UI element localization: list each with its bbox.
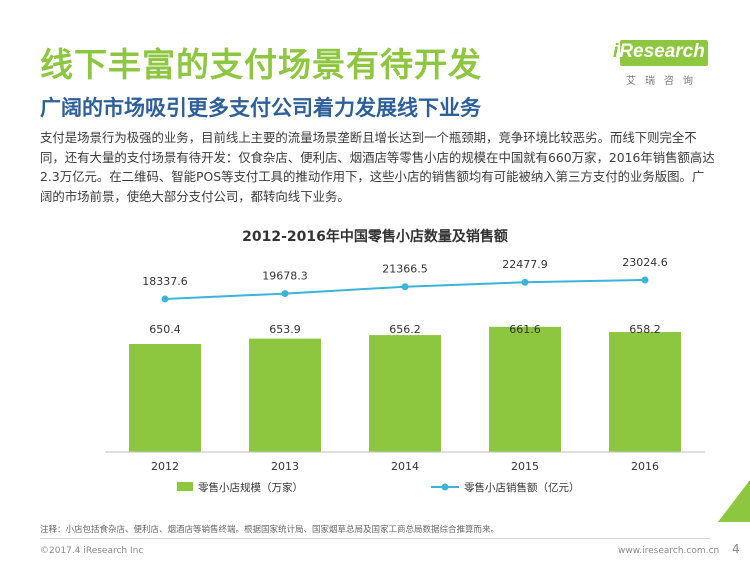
footnote: 注释：小店包括食杂店、便利店、烟酒店等销售终端。根据国家统计局、国家烟草总局及国… bbox=[40, 525, 500, 535]
x-tick-2014: 2014 bbox=[391, 460, 419, 473]
bar-2015 bbox=[489, 326, 561, 452]
body-paragraph: 支付是场景行为极强的业务，目前线上主要的流量场景垄断且增长达到一个瓶颈期，竞争环… bbox=[40, 130, 715, 204]
iresearch-logo: iResearch 艾瑞咨询 bbox=[612, 40, 712, 90]
line-label-2013: 19678.3 bbox=[262, 270, 308, 283]
footer-divider bbox=[40, 538, 710, 539]
line-point-2014 bbox=[401, 283, 409, 291]
line-label-2014: 21366.5 bbox=[382, 263, 428, 276]
page-title: 线下丰富的支付场景有待开发 bbox=[40, 45, 482, 84]
line-point-2016 bbox=[641, 276, 649, 284]
bar-2016 bbox=[609, 332, 681, 452]
line-point-2013 bbox=[281, 290, 289, 298]
x-tick-2016: 2016 bbox=[631, 460, 659, 473]
bar-label-2012: 650.4 bbox=[149, 323, 181, 336]
bar-2012 bbox=[129, 344, 201, 452]
chart-svg: 2012-2016年中国零售小店数量及销售额 650.4 653.9 656.2 661… bbox=[105, 228, 705, 494]
bar-label-2015: 661.6 bbox=[509, 323, 541, 336]
line-point-2015 bbox=[521, 278, 529, 286]
bar-2014 bbox=[369, 335, 441, 452]
bar-2013 bbox=[249, 338, 321, 452]
bar-label-2013: 653.9 bbox=[269, 323, 301, 336]
line-label-2016: 23024.6 bbox=[622, 256, 668, 269]
copyright: ©2017.4 iResearch Inc bbox=[40, 546, 144, 556]
x-tick-2013: 2013 bbox=[271, 460, 299, 473]
bar-label-2016: 658.2 bbox=[629, 323, 661, 336]
x-tick-2015: 2015 bbox=[511, 460, 539, 473]
legend-bar-label: 零售小店规模（万家） bbox=[198, 481, 303, 494]
page-number: 4 bbox=[732, 542, 740, 556]
logo-box bbox=[620, 40, 708, 66]
line-point-2012 bbox=[161, 295, 169, 303]
line-label-2012: 18337.6 bbox=[142, 275, 188, 288]
corner-decoration bbox=[718, 480, 750, 522]
chart: 2012-2016年中国零售小店数量及销售额 650.4 653.9 656.2 661… bbox=[0, 220, 750, 520]
page-subtitle: 广阔的市场吸引更多支付公司着力发展线下业务 bbox=[40, 96, 481, 120]
legend-line-label: 零售小店销售额（亿元） bbox=[464, 481, 580, 494]
line-label-2015: 22477.9 bbox=[502, 258, 548, 271]
legend-bar-swatch bbox=[177, 482, 193, 491]
chart-title: 2012-2016年中国零售小店数量及销售额 bbox=[242, 228, 508, 245]
website: www.iresearch.com.cn bbox=[618, 546, 720, 556]
legend-line-marker bbox=[441, 483, 449, 491]
logo-brand: iResearch bbox=[612, 41, 705, 62]
logo-subtext: 艾瑞咨询 bbox=[626, 76, 702, 87]
x-tick-2012: 2012 bbox=[151, 460, 179, 473]
bar-label-2014: 656.2 bbox=[389, 323, 421, 336]
